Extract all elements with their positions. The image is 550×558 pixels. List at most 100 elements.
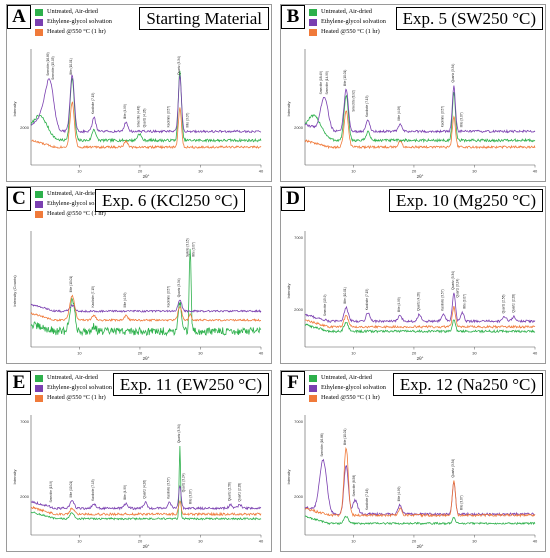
panel-letter: E	[7, 371, 31, 395]
peak-label: Quartz (2.28)	[511, 294, 515, 313]
legend-label: Ethylene-glycol solvation	[47, 384, 112, 391]
legend-label: Ethylene-glycol solvation	[47, 18, 112, 25]
peak-label: Quartz (3.34)	[451, 271, 455, 290]
peak-label: Quartz (3.34)	[451, 64, 455, 83]
y-tick-label: 7000	[20, 419, 30, 424]
plot-c: 10 20 30 40 Intensity (Counts) 2θ° Illite (10.…	[12, 231, 264, 361]
y-tick-label: 2000	[20, 494, 30, 499]
peak-label: Quartz (4.26)	[142, 480, 146, 499]
peak-label: Illite (4.99)	[123, 485, 127, 500]
peak-label: Illite (4.99)	[123, 104, 127, 119]
x-tick-label: 30	[472, 351, 477, 356]
y-tick-label: 2000	[294, 494, 304, 499]
x-axis-label: 2θ°	[417, 356, 424, 361]
series-line	[304, 110, 536, 150]
x-tick-label: 20	[138, 169, 143, 174]
peak-label: Illite (3.07)	[188, 489, 192, 504]
legend-item: Untreated, Air-dried	[309, 373, 386, 383]
legend-swatch	[35, 190, 43, 198]
legend: Untreated, Air-dried Ethylene-glycol sol…	[35, 373, 112, 403]
x-tick-label: 40	[533, 351, 538, 356]
panel-letter: F	[281, 371, 305, 395]
peak-label: Kaolinite (3.57)	[167, 106, 171, 127]
legend-swatch	[35, 28, 43, 36]
peak-label: Illite (3.07)	[459, 112, 463, 127]
x-axis-label: 2θ°	[143, 174, 150, 179]
y-tick-label: 2000	[20, 125, 30, 130]
x-axis-label: 2θ°	[143, 544, 150, 549]
y-axis-label: Intensity	[12, 470, 17, 485]
panel-letter: D	[281, 187, 305, 211]
peak-label: Sylvite (3.15)	[185, 238, 189, 257]
legend-label: Untreated, Air-dried	[47, 374, 98, 381]
legend-swatch	[309, 18, 317, 26]
peak-label: Kaolinite (7.16)	[365, 489, 369, 510]
legend-swatch	[35, 200, 43, 208]
peak-label: Kaolinite (7.15)	[91, 286, 95, 307]
peak-label: Illite (10.01)	[343, 287, 347, 304]
series-line	[304, 458, 535, 517]
peak-label: Smectite (8.58)	[352, 475, 356, 497]
peak-label: Smectite (8.92)	[352, 90, 356, 112]
panel-e: 10 20 30 40 2000 7000 Intensity 2θ° Smectite (15…	[6, 370, 272, 552]
x-tick-label: 40	[259, 351, 264, 356]
series-line	[304, 319, 536, 334]
panel-b: 10 20 30 40 2000 Intensity 2θ° Smectite (18.49)…	[280, 4, 546, 182]
series-line	[304, 292, 536, 324]
plot-b: 10 20 30 40 2000 Intensity 2θ° Smectite (18.49)…	[286, 49, 538, 179]
peak-label: Illite (10.01)	[69, 481, 73, 498]
peak-label: Illite (10.01)	[343, 429, 347, 446]
legend-item: Heated @550 °C (1 hr)	[309, 393, 386, 403]
peak-label: Smectite (15.9)	[49, 481, 53, 503]
series-line	[30, 248, 262, 337]
peak-label: Kaolinite (3.57)	[167, 477, 171, 498]
peak-label: Quartz (3.34)	[177, 56, 181, 75]
legend-item: Untreated, Air-dried	[35, 373, 112, 383]
legend-item: Heated @550 °C (1 hr)	[309, 27, 386, 37]
series-line	[304, 306, 536, 329]
legend-swatch	[309, 384, 317, 392]
x-tick-label: 10	[351, 169, 356, 174]
series-line	[304, 85, 536, 134]
y-tick-label: 7000	[294, 419, 304, 424]
legend-item: Ethylene-glycol solvation	[35, 17, 112, 27]
peak-label: Illite (4.99)	[397, 487, 401, 502]
peak-label: Illite (10.01)	[343, 70, 347, 87]
legend-item: Ethylene-glycol solvation	[309, 17, 386, 27]
legend-swatch	[309, 8, 317, 16]
peak-label: Illite (4.99)	[123, 293, 127, 308]
x-tick-label: 20	[138, 351, 143, 356]
legend-label: Untreated, Air-dried	[321, 374, 372, 381]
series-line	[30, 74, 262, 134]
peak-label: Smectite (14.99)	[325, 71, 329, 94]
x-tick-label: 40	[533, 539, 538, 544]
x-tick-label: 10	[351, 539, 356, 544]
x-tick-label: 30	[198, 351, 203, 356]
series-line	[30, 294, 261, 323]
legend: Untreated, Air-dried Ethylene-glycol sol…	[35, 7, 112, 37]
peak-label: Illite (4.99)	[397, 297, 401, 312]
y-axis-label: Intensity	[286, 284, 291, 299]
peak-label: Quartz (3.24)	[182, 473, 186, 492]
legend-item: Untreated, Air-dried	[309, 7, 386, 17]
x-tick-label: 10	[77, 539, 82, 544]
legend-item: Heated @550 °C (1 hr)	[35, 393, 112, 403]
legend-swatch	[35, 18, 43, 26]
peak-label: Quartz (3.34)	[177, 278, 181, 297]
series-line	[30, 70, 262, 144]
legend-label: Heated @550 °C (1 hr)	[47, 394, 106, 401]
panel-title: Starting Material	[139, 7, 269, 30]
peak-label: Smectite (16.86)	[320, 433, 324, 456]
panel-f: 10 20 30 40 2000 7000 Intensity 2θ° Smectite (16…	[280, 370, 546, 552]
panel-title: Exp. 10 (Mg250 °C)	[389, 189, 543, 212]
peak-label: Quartz (2.56)	[502, 295, 506, 314]
x-axis-label: 2θ°	[417, 544, 424, 549]
x-tick-label: 20	[138, 539, 143, 544]
panel-d: 10 20 30 40 2000 7000 Intensity 2θ° Smectite (15…	[280, 186, 546, 364]
peak-label: Quartz (3.34)	[177, 424, 181, 443]
x-tick-label: 40	[259, 539, 264, 544]
legend-label: Untreated, Air-dried	[321, 8, 372, 15]
plot-f: 10 20 30 40 2000 7000 Intensity 2θ° Smectite (16…	[286, 415, 538, 549]
peak-label: Quartz (2.28)	[237, 483, 241, 502]
peak-label: Kaolinite (7.15)	[365, 289, 369, 310]
